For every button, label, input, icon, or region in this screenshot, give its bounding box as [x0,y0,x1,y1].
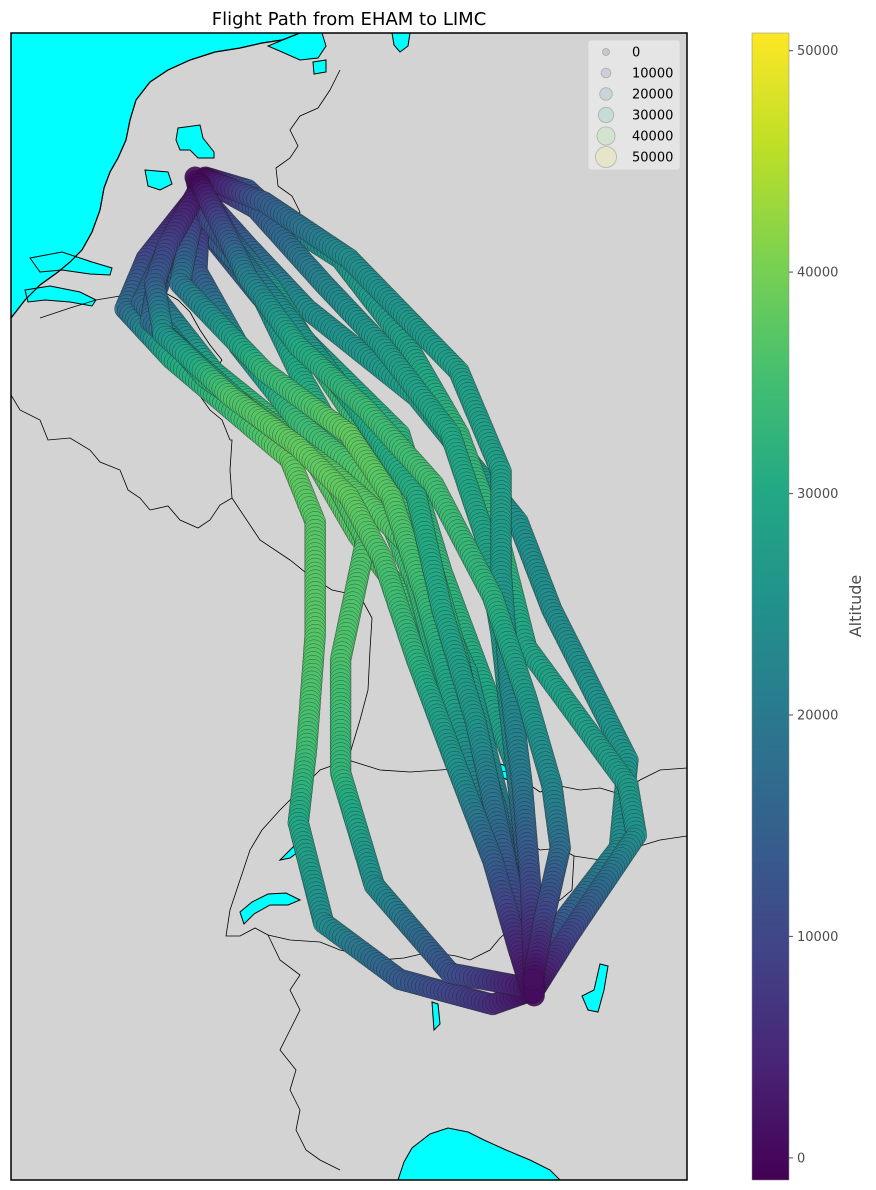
border-lu [149,439,233,529]
ijsselmeer-water [175,124,215,159]
map-title: Flight Path from EHAM to LIMC [212,9,487,30]
colorbar: 0 10000 20000 30000 40000 50000 Altitude [751,32,865,1181]
zeeland-estuary [29,251,113,276]
legend-label: 40000 [632,130,673,145]
colorbar-gradient [751,32,790,1181]
zeeland-estuary [24,285,97,307]
colorbar-tick-label: 40000 [797,266,838,281]
legend-label: 30000 [632,109,673,124]
markermeer-water [144,169,173,191]
legend-marker [602,48,610,56]
legend-marker [600,67,612,79]
border-fr-it [267,934,341,1171]
colorbar-label: Altitude [846,575,865,638]
colorbar-ticks: 0 10000 20000 30000 40000 50000 [789,44,838,1166]
colorbar-tick-label: 30000 [797,487,838,502]
lake-maggiore [431,1001,441,1032]
ligurian-sea-water [397,1127,561,1180]
colorbar-tick-label: 10000 [797,930,838,945]
colorbar-tick-label: 0 [797,1151,805,1166]
colorbar-tick-label: 50000 [797,44,838,59]
flight-paths [114,166,648,1016]
legend-label: 0 [632,46,640,61]
legend-label: 20000 [632,88,673,103]
border-nl-de [275,69,341,239]
legend-marker [595,146,617,168]
legend-marker [599,87,613,101]
flight-point [522,968,544,991]
frisian-island [391,33,411,53]
map-area [11,33,687,1180]
colorbar-tick-label: 20000 [797,709,838,724]
legend-label: 50000 [632,151,673,166]
lake-garda [581,963,609,1013]
coastal-lagoon [312,59,327,75]
legend-marker [597,106,615,124]
wadden-sea-water [266,33,327,61]
border-be-fr [11,394,151,511]
legend-label: 10000 [632,67,673,82]
legend-marker [596,126,616,146]
size-legend: 0 10000 20000 30000 40000 50000 [587,39,681,171]
lake-geneva [239,892,302,925]
